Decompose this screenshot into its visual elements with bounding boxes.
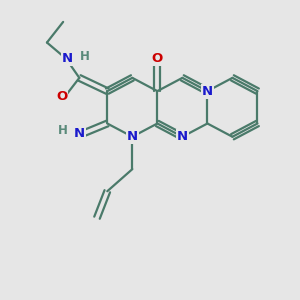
Text: N: N	[202, 85, 213, 98]
Text: H: H	[80, 50, 89, 63]
Text: N: N	[74, 127, 85, 140]
Text: O: O	[152, 52, 163, 65]
Text: N: N	[127, 130, 138, 143]
Text: N: N	[177, 130, 188, 143]
Text: H: H	[58, 124, 68, 137]
Text: N: N	[62, 52, 73, 65]
Text: O: O	[56, 91, 67, 103]
